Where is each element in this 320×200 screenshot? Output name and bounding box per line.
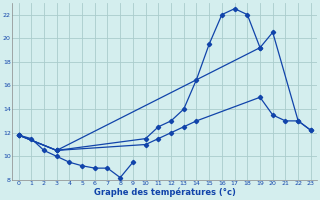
X-axis label: Graphe des températures (°c): Graphe des températures (°c): [94, 188, 236, 197]
